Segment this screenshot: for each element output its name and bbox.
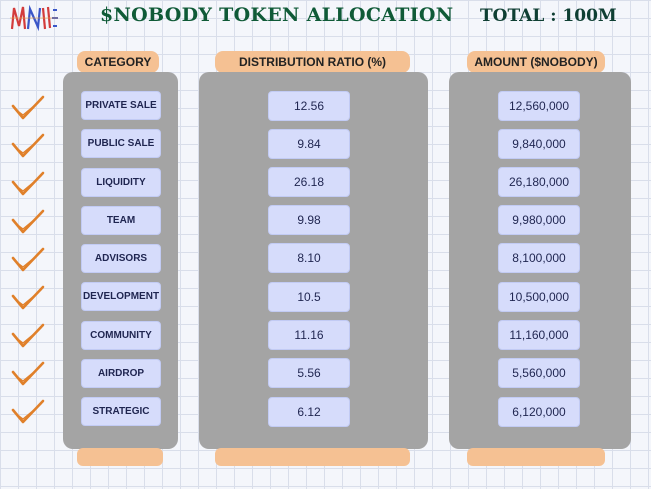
checkmark-icon bbox=[11, 95, 45, 120]
category-cell: PUBLIC SALE bbox=[81, 129, 161, 158]
category-cell: PRIVATE SALE bbox=[81, 91, 161, 120]
ratio-cell: 9.84 bbox=[268, 129, 350, 159]
amount-cell: 26,180,000 bbox=[498, 167, 580, 197]
amount-panel-footer bbox=[467, 448, 605, 466]
ratio-panel-footer bbox=[215, 448, 410, 466]
checkmark-icon bbox=[11, 247, 45, 272]
amount-cell: 5,560,000 bbox=[498, 358, 580, 388]
category-column-header: CATEGORY bbox=[77, 51, 159, 73]
category-cell: TEAM bbox=[81, 206, 161, 235]
category-panel-footer bbox=[77, 448, 163, 466]
ratio-cell: 10.5 bbox=[268, 282, 350, 312]
category-cell: STRATEGIC bbox=[81, 397, 161, 426]
amount-column-header: AMOUNT ($NOBODY) bbox=[467, 51, 605, 73]
checkmark-icon bbox=[11, 399, 45, 424]
amount-cell: 11,160,000 bbox=[498, 320, 580, 350]
ratio-column-header: DISTRIBUTION RATIO (%) bbox=[215, 51, 410, 73]
ratio-cell: 6.12 bbox=[268, 397, 350, 427]
page-title: $NOBODY TOKEN ALLOCATION bbox=[100, 4, 454, 26]
amount-cell: 8,100,000 bbox=[498, 243, 580, 273]
amount-cell: 12,560,000 bbox=[498, 91, 580, 121]
category-cell: ADVISORS bbox=[81, 244, 161, 273]
category-cell: LIQUIDITY bbox=[81, 168, 161, 197]
amount-cell: 6,120,000 bbox=[498, 397, 580, 427]
ratio-cell: 5.56 bbox=[268, 358, 350, 388]
total-supply: TOTAL : 100M bbox=[480, 6, 617, 26]
category-cell: COMMUNITY bbox=[81, 321, 161, 350]
ratio-cell: 11.16 bbox=[268, 320, 350, 350]
amount-cell: 9,840,000 bbox=[498, 129, 580, 159]
amount-cell: 9,980,000 bbox=[498, 205, 580, 235]
checkmark-icon bbox=[11, 171, 45, 196]
ratio-cell: 12.56 bbox=[268, 91, 350, 121]
ratio-cell: 8.10 bbox=[268, 243, 350, 273]
ratio-cell: 9.98 bbox=[268, 205, 350, 235]
amount-cell: 10,500,000 bbox=[498, 282, 580, 312]
checkmark-icon bbox=[11, 361, 45, 386]
ratio-cell: 26.18 bbox=[268, 167, 350, 197]
checkmark-icon bbox=[11, 133, 45, 158]
category-cell: AIRDROP bbox=[81, 359, 161, 388]
category-cell: DEVELOPMENT bbox=[81, 282, 161, 311]
checkmark-icon bbox=[11, 285, 45, 310]
checkmark-icon bbox=[11, 323, 45, 348]
checkmark-icon bbox=[11, 209, 45, 234]
nobody-logo-icon bbox=[10, 4, 58, 32]
